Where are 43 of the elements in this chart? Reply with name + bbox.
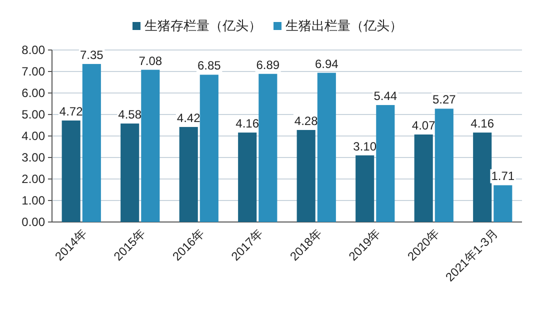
y-tick-label: 4.00 — [22, 129, 46, 143]
bar — [356, 155, 374, 222]
bar — [376, 105, 395, 222]
y-tick-label: 1.00 — [22, 194, 46, 208]
y-tick-label: 6.00 — [22, 86, 46, 100]
y-tick-label: 3.00 — [22, 150, 46, 164]
data-label: 6.94 — [314, 56, 339, 71]
bar — [494, 185, 512, 222]
y-tick-label: 2.00 — [22, 172, 46, 186]
y-tick-label: 5.00 — [22, 108, 46, 122]
bar — [473, 132, 492, 222]
data-label: 4.28 — [294, 114, 318, 128]
data-label: 6.85 — [197, 58, 222, 73]
bar — [82, 64, 101, 222]
data-label: 4.58 — [118, 108, 142, 122]
data-label: 7.08 — [138, 54, 162, 68]
data-label: 3.10 — [353, 139, 377, 154]
y-tick-label: 0.00 — [22, 215, 46, 229]
data-label: 5.44 — [374, 89, 398, 104]
bar — [414, 134, 433, 222]
data-label: 1.71 — [491, 169, 515, 184]
bar — [317, 72, 336, 222]
bar — [258, 74, 278, 222]
bar — [200, 74, 218, 222]
bar — [141, 70, 160, 222]
data-label: 4.42 — [176, 110, 201, 125]
data-label: 4.16 — [236, 116, 260, 131]
y-tick-label: 8.00 — [22, 43, 46, 57]
data-label: 4.16 — [470, 116, 494, 131]
legend-label: 生猪出栏量（亿头） — [286, 18, 402, 33]
legend-label: 生猪存栏量（亿头） — [144, 18, 262, 33]
bar — [62, 120, 80, 222]
data-label: 7.35 — [80, 48, 104, 62]
bar — [296, 130, 316, 222]
data-label: 4.07 — [412, 118, 436, 132]
data-label: 5.27 — [432, 92, 456, 107]
bar — [434, 108, 454, 222]
y-tick-label: 7.00 — [22, 64, 46, 78]
bar — [120, 124, 140, 222]
data-label: 4.72 — [59, 104, 84, 119]
bar — [179, 126, 198, 222]
data-label: 6.89 — [256, 58, 280, 72]
bar — [238, 132, 257, 222]
